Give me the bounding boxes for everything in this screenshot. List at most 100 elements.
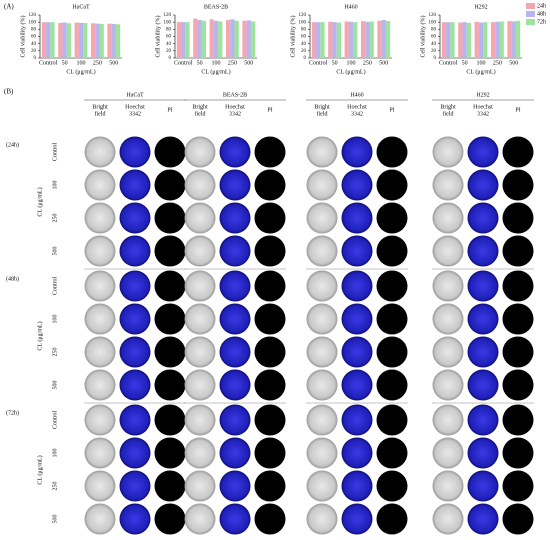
y-axis-label: Cell viability (%): [19, 16, 26, 58]
x-tick-label: Control: [174, 60, 193, 66]
micrograph: [119, 404, 151, 436]
chart-title: H292: [474, 4, 487, 10]
y-axis-label: Cell viability (%): [154, 16, 161, 58]
x-tick-label: Control: [39, 60, 58, 66]
row-label: 250: [52, 348, 58, 357]
bar: [446, 22, 451, 59]
micrograph: [467, 202, 499, 234]
x-axis-label: CL (μg/mL): [336, 68, 365, 75]
row-label: 500: [52, 381, 58, 390]
legend-label: 24h: [537, 3, 546, 9]
y-tick-label: 80: [31, 27, 37, 32]
micrograph: [184, 470, 216, 502]
micrograph: [84, 404, 116, 436]
chart-title: BEAS-2B: [204, 4, 228, 10]
bar: [62, 22, 67, 58]
bar: [91, 23, 96, 58]
column-header: field: [443, 110, 454, 117]
micrograph: [376, 336, 408, 368]
row-label: 500: [52, 247, 58, 256]
micrograph: [254, 303, 286, 335]
micrograph: [341, 336, 373, 368]
micrograph: [432, 136, 464, 168]
micrograph: [154, 136, 186, 168]
legend-label: 72h: [537, 19, 546, 25]
micrograph: [306, 404, 338, 436]
bar: [328, 21, 333, 58]
micrograph: [502, 404, 534, 436]
y-tick-label: 80: [431, 27, 437, 32]
micrograph: [376, 270, 408, 302]
bar: [353, 22, 358, 59]
micrograph: [254, 437, 286, 469]
micrograph: [502, 369, 534, 401]
y-axis-label: Cell viability (%): [419, 16, 426, 58]
bar: [320, 22, 325, 59]
bar: [365, 21, 370, 58]
y-tick-label: 120: [299, 13, 307, 18]
micrograph: [84, 503, 116, 535]
bar: [83, 22, 88, 59]
micrograph: [432, 369, 464, 401]
axis-label: CL (μg/mL): [36, 321, 43, 350]
axis-label: CL (μg/mL): [36, 455, 43, 484]
bar: [246, 20, 251, 58]
micrograph: [376, 235, 408, 267]
x-tick-label: 100: [347, 60, 356, 66]
micrograph: [219, 235, 251, 267]
micrograph: [502, 235, 534, 267]
micrograph: [154, 202, 186, 234]
micrograph: [184, 437, 216, 469]
cell-line-title: BEAS-2B: [223, 92, 247, 98]
bar: [209, 19, 214, 58]
micrograph: [467, 336, 499, 368]
micrograph: [119, 270, 151, 302]
bar: [311, 22, 317, 59]
bar: [41, 22, 47, 59]
micrograph: [119, 235, 151, 267]
x-tick-label: 500: [109, 60, 118, 66]
y-tick-label: 20: [431, 49, 437, 54]
x-tick-label: 50: [197, 60, 203, 66]
x-tick-label: 250: [93, 60, 102, 66]
micrograph: [502, 503, 534, 535]
bar: [218, 21, 223, 58]
column-header: field: [195, 110, 206, 117]
micrograph: [502, 303, 534, 335]
micrograph: [84, 136, 116, 168]
micrograph: [502, 270, 534, 302]
micrograph: [154, 369, 186, 401]
y-tick-label: 120: [29, 13, 37, 18]
cell-line-title: H292: [476, 92, 489, 98]
micrograph: [306, 503, 338, 535]
bar: [46, 22, 51, 59]
micrograph: [467, 136, 499, 168]
micrograph: [306, 437, 338, 469]
bar: [176, 22, 182, 59]
bar: [348, 21, 354, 58]
micrograph: [254, 470, 286, 502]
row-label: Control: [52, 277, 58, 296]
column-header: PI: [515, 107, 520, 113]
x-tick-label: 100: [77, 60, 86, 66]
column-header: Bright: [440, 104, 456, 110]
legend-label: 48h: [537, 11, 546, 17]
y-tick-label: 100: [29, 20, 37, 25]
x-tick-label: 100: [477, 60, 486, 66]
bar: [515, 20, 521, 58]
micrograph: [254, 503, 286, 535]
micrograph: [306, 169, 338, 201]
micrograph: [376, 202, 408, 234]
micrograph: [119, 303, 151, 335]
cell-line-title: H460: [350, 92, 363, 98]
column-header: PI: [167, 107, 172, 113]
bar: [99, 23, 104, 58]
row-label: Control: [52, 411, 58, 430]
micrograph: [254, 270, 286, 302]
micrograph: [184, 336, 216, 368]
micrograph: [219, 136, 251, 168]
micrograph: [84, 336, 116, 368]
micrograph: [184, 270, 216, 302]
micrograph: [154, 235, 186, 267]
micrograph: [467, 503, 499, 535]
